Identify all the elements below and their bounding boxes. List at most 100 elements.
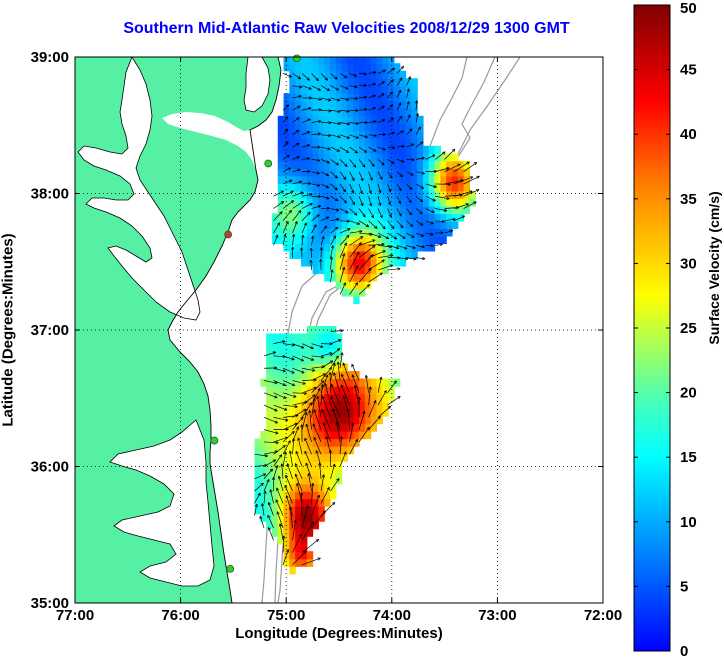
velocity-cell <box>382 168 389 177</box>
velocity-arrowhead <box>370 254 374 256</box>
velocity-cell <box>341 93 349 102</box>
velocity-cell <box>295 243 302 252</box>
velocity-cell <box>451 190 459 199</box>
velocity-arrowhead <box>379 177 383 180</box>
velocity-arrowhead <box>363 96 367 99</box>
velocity-arrow <box>415 208 423 215</box>
velocity-cell <box>266 423 273 432</box>
velocity-cell <box>300 175 308 184</box>
velocity-arrowhead <box>330 367 332 371</box>
velocity-arrow <box>263 417 278 424</box>
velocity-arrow <box>311 97 322 100</box>
velocity-arrowhead <box>309 259 312 263</box>
velocity-arrowhead <box>292 246 295 250</box>
velocity-arrowhead <box>389 406 392 410</box>
velocity-cell <box>417 198 424 207</box>
velocity-cell <box>318 468 325 477</box>
velocity-cell <box>417 235 424 245</box>
velocity-cell <box>335 100 343 109</box>
velocity-cell <box>318 198 325 207</box>
velocity-cell <box>283 198 290 207</box>
velocity-cell <box>335 401 343 410</box>
velocity-cell <box>318 250 325 260</box>
velocity-cell <box>295 476 302 485</box>
velocity-arrow <box>340 109 350 112</box>
velocity-cell <box>353 378 360 387</box>
velocity-cell <box>312 453 320 462</box>
velocity-cell <box>364 160 372 169</box>
velocity-cell <box>399 190 407 199</box>
velocity-cell <box>289 408 296 417</box>
velocity-arrowhead <box>268 527 271 530</box>
velocity-arrowhead <box>320 259 323 262</box>
velocity-arrowhead <box>320 344 324 348</box>
velocity-arrowhead <box>364 375 367 379</box>
velocity-cell <box>359 386 366 395</box>
velocity-cell <box>364 205 372 214</box>
velocity-cell <box>283 341 290 350</box>
velocity-cell <box>260 431 267 440</box>
velocity-arrow <box>444 218 456 222</box>
velocity-arrowhead <box>264 490 267 494</box>
velocity-cell <box>417 160 424 169</box>
velocity-cell <box>370 168 378 177</box>
velocity-cell <box>312 63 320 72</box>
velocity-arrowhead <box>406 101 409 104</box>
velocity-cell <box>330 228 337 237</box>
velocity-arrow <box>320 225 327 234</box>
velocity-cell <box>277 348 285 357</box>
velocity-cell <box>312 416 320 425</box>
velocity-arrowhead <box>254 503 258 507</box>
velocity-arrow <box>294 463 303 479</box>
velocity-arrowhead <box>337 98 341 101</box>
velocity-arrow <box>282 221 289 234</box>
velocity-arrowhead <box>346 97 350 101</box>
velocity-arrowhead <box>333 502 336 506</box>
velocity-cell <box>347 85 354 94</box>
velocity-arrowhead <box>339 436 342 440</box>
velocity-arrowhead <box>260 482 264 485</box>
velocity-cell <box>289 468 296 477</box>
velocity-arrow <box>351 363 360 381</box>
velocity-cell <box>405 250 412 260</box>
velocity-cell <box>277 138 285 147</box>
velocity-arrowhead <box>370 190 372 194</box>
velocity-arrowhead <box>312 235 315 239</box>
velocity-arrowhead <box>359 191 363 194</box>
velocity-arrowhead <box>363 73 367 76</box>
velocity-cell <box>376 416 383 425</box>
velocity-arrowhead <box>359 230 363 234</box>
velocity-arrow <box>339 267 345 283</box>
velocity-arrow <box>273 340 286 344</box>
velocity-arrow <box>415 220 424 226</box>
velocity-arrow <box>415 113 419 123</box>
velocity-arrowhead <box>296 117 300 119</box>
velocity-cell <box>399 205 407 214</box>
velocity-cell <box>295 401 302 410</box>
velocity-arrow <box>340 220 350 222</box>
velocity-cell <box>335 70 343 79</box>
velocity-cell <box>393 243 401 252</box>
velocity-cell <box>295 138 302 147</box>
velocity-cell <box>260 476 267 485</box>
velocity-cell <box>370 258 378 267</box>
velocity-cell <box>393 228 401 237</box>
velocity-cell <box>271 521 279 530</box>
velocity-arrow <box>321 409 331 430</box>
velocity-arrow <box>416 257 426 260</box>
velocity-cell <box>364 93 372 102</box>
velocity-cell <box>359 85 366 94</box>
velocity-cell <box>330 168 337 177</box>
velocity-arrow <box>263 459 276 467</box>
velocity-arrow <box>349 282 358 295</box>
velocity-cell <box>318 461 325 470</box>
velocity-cell <box>300 78 308 87</box>
velocity-arrowhead <box>341 436 343 440</box>
velocity-cell <box>347 273 354 282</box>
velocity-arrowhead <box>351 190 354 194</box>
velocity-cell <box>330 356 337 365</box>
velocity-arrowhead <box>312 423 316 426</box>
velocity-cell <box>353 85 360 94</box>
velocity-arrowhead <box>362 410 365 414</box>
velocity-cell <box>277 423 285 432</box>
